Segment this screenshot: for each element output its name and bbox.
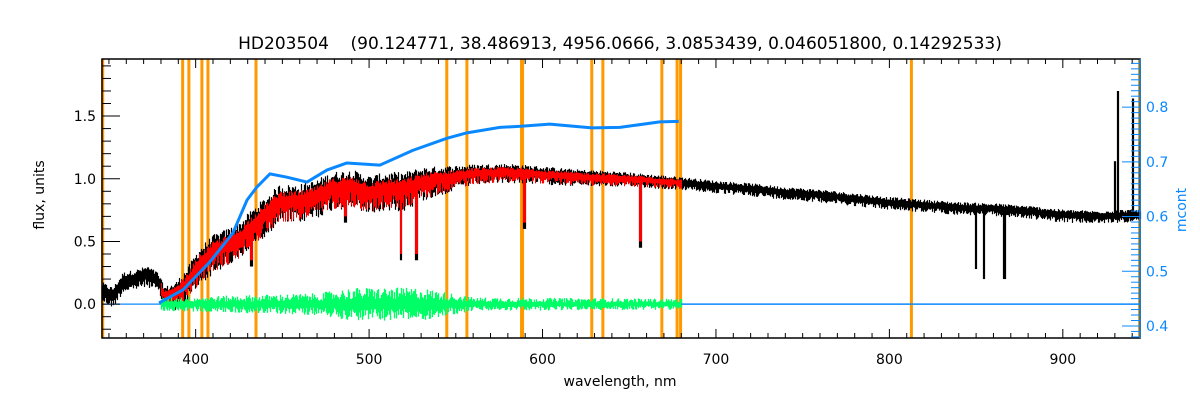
x-tick-label: 900 xyxy=(1049,352,1076,368)
y-tick-label: 0.0 xyxy=(74,297,96,313)
x-axis-label: wavelength, nm xyxy=(563,374,677,390)
y2-tick-label: 0.8 xyxy=(1146,100,1168,116)
y-tick-label: 0.5 xyxy=(74,234,96,250)
mcont-curve xyxy=(158,119,679,305)
y2-tick-label: 0.4 xyxy=(1146,319,1168,335)
chart-title-star: HD203504 xyxy=(238,34,329,54)
y2-tick-label: 0.7 xyxy=(1146,155,1168,171)
y-tick-label: 1.0 xyxy=(74,172,96,188)
y2-axis-label: mcont xyxy=(1174,187,1190,233)
residual-series xyxy=(102,287,1140,321)
x-tick-label: 700 xyxy=(703,352,730,368)
y2-tick-label: 0.5 xyxy=(1146,264,1168,280)
flux-series xyxy=(101,90,1142,311)
x-tick-label: 400 xyxy=(182,352,209,368)
chart-title-params: (90.124771, 38.486913, 4956.0666, 3.0853… xyxy=(350,34,1002,54)
y-tick-label: 1.5 xyxy=(74,109,96,125)
x-tick-label: 600 xyxy=(529,352,556,368)
mcont-series xyxy=(158,119,679,305)
chart-title: HD203504 (90.124771, 38.486913, 4956.066… xyxy=(0,34,1200,54)
y2-tick-label: 0.6 xyxy=(1146,210,1168,226)
y-axis-label: flux, units xyxy=(32,160,48,230)
axes: 400 500 600 700 800 900 0.0 0.5 1.0 1.5 0.4 0.5 0.6 0… xyxy=(74,58,1168,368)
mask-lines xyxy=(101,59,1141,338)
plot-frame xyxy=(101,58,1141,339)
x-tick-label: 800 xyxy=(876,352,903,368)
x-tick-label: 500 xyxy=(356,352,383,368)
